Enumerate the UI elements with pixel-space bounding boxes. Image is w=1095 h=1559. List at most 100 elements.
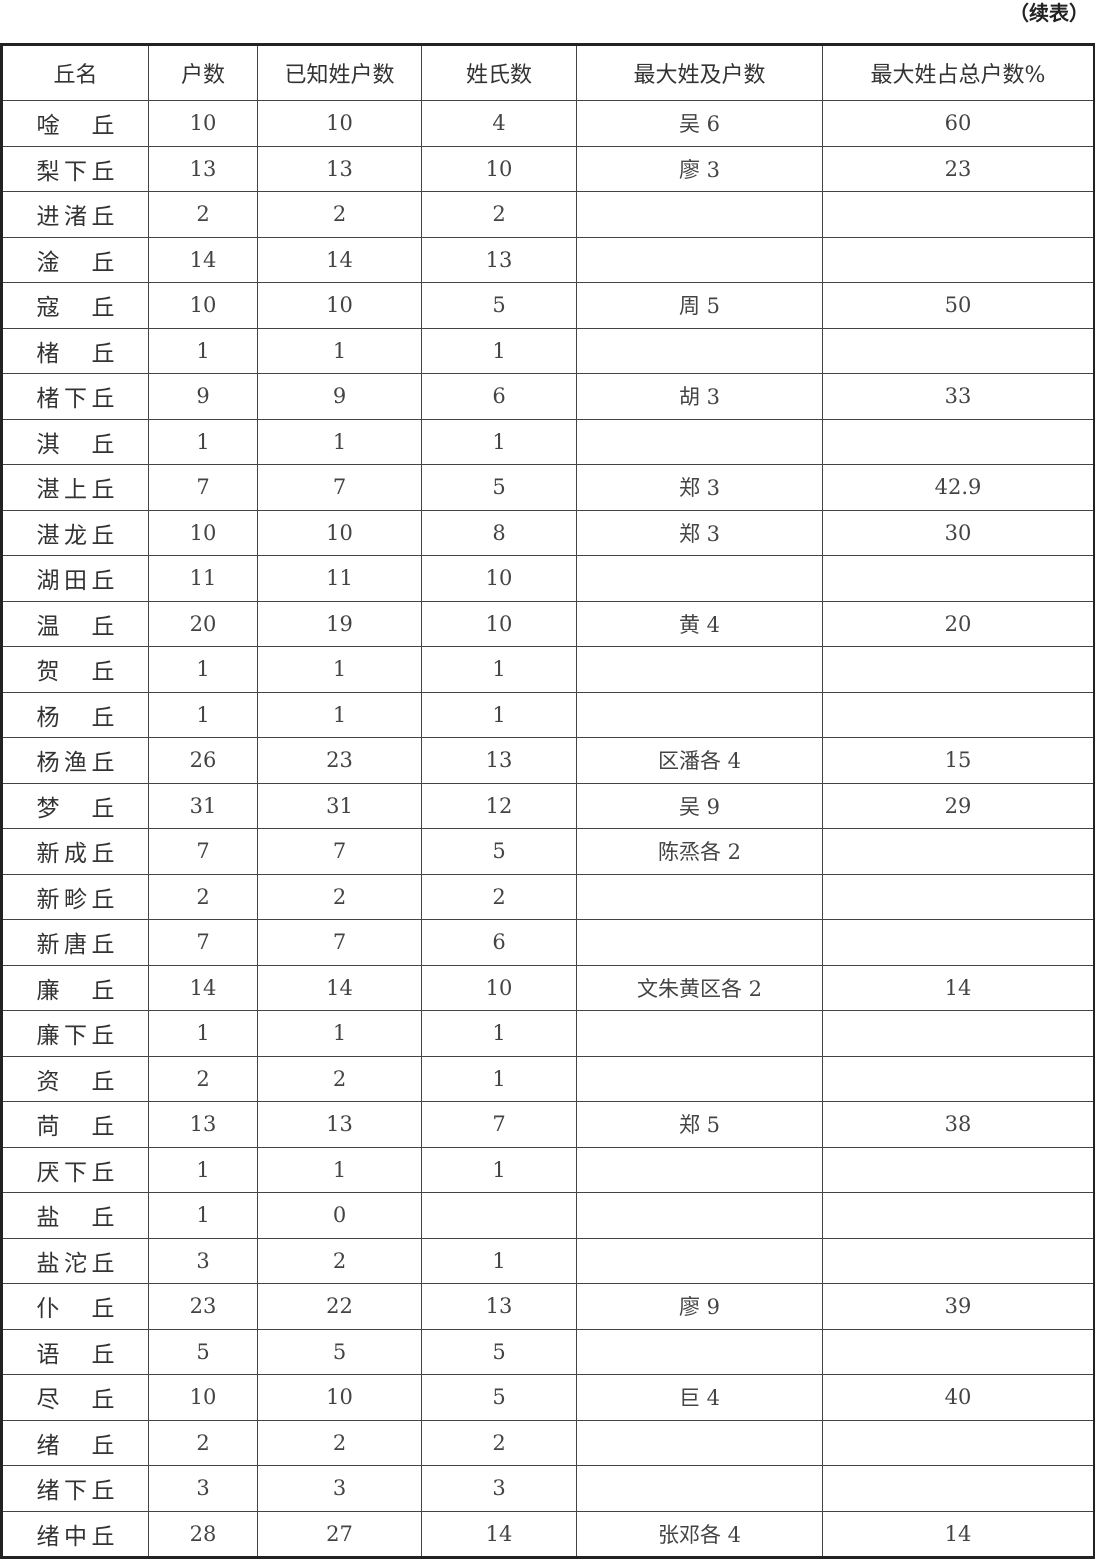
table-row: 唫丘 10 10 4 吴 6 60: [1, 100, 1095, 147]
cell-known-surname-households: 13: [257, 145, 422, 192]
cell-qiu-name: 仆丘: [1, 1283, 149, 1330]
cell-qiu-name: 淇丘: [1, 418, 149, 465]
cell-known-surname-households: 3: [257, 1465, 422, 1512]
cell-qiu-name: 杨渔丘: [1, 737, 149, 784]
cell-largest-surname: 廖 3: [576, 145, 823, 192]
qiu-name-text: 苘丘: [36, 1114, 115, 1141]
cell-households: 1: [148, 1192, 258, 1239]
cell-households: 7: [148, 828, 258, 875]
qiu-name-text: 绪下丘: [36, 1478, 115, 1505]
header-households: 户数: [148, 44, 258, 101]
cell-largest-surname: 吴 6: [576, 100, 823, 147]
table-row: 湖田丘 11 11 10: [1, 555, 1095, 602]
cell-largest-surname-percent: [822, 1010, 1095, 1057]
cell-known-surname-households: 0: [257, 1192, 422, 1239]
cell-surname-count: 10: [421, 555, 577, 602]
qiu-name-text: 梨下丘: [36, 158, 115, 185]
cell-qiu-name: 绪丘: [1, 1419, 149, 1466]
cell-surname-count: 3: [421, 1465, 577, 1512]
cell-known-surname-households: 1: [257, 418, 422, 465]
cell-households: 13: [148, 145, 258, 192]
cell-known-surname-households: 11: [257, 555, 422, 602]
cell-surname-count: 6: [421, 373, 577, 420]
cell-largest-surname-percent: 42.9: [822, 464, 1095, 511]
cell-surname-count: 10: [421, 964, 577, 1011]
cell-households: 1: [148, 646, 258, 693]
cell-largest-surname-percent: 38: [822, 1101, 1095, 1148]
cell-largest-surname-percent: 23: [822, 145, 1095, 192]
cell-largest-surname-percent: 40: [822, 1374, 1095, 1421]
qiu-name-text: 绪丘: [36, 1432, 115, 1459]
qiu-name-text: 湛上丘: [36, 477, 115, 504]
qiu-name-text: 梦丘: [36, 795, 115, 822]
table-row: 淦丘 14 14 13: [1, 236, 1095, 283]
cell-largest-surname: 郑 3: [576, 509, 823, 556]
cell-surname-count: 5: [421, 1374, 577, 1421]
table-row: 绪丘 2 2 2: [1, 1419, 1095, 1466]
cell-known-surname-households: 1: [257, 1146, 422, 1193]
qiu-name-text: 湛龙丘: [36, 522, 115, 549]
cell-households: 3: [148, 1465, 258, 1512]
table-row: 绪中丘 28 27 14 张邓各 4 14: [1, 1510, 1095, 1558]
continued-label: （续表）: [1009, 1, 1089, 25]
cell-largest-surname-percent: 50: [822, 282, 1095, 329]
cell-known-surname-households: 7: [257, 828, 422, 875]
cell-households: 20: [148, 600, 258, 647]
cell-known-surname-households: 23: [257, 737, 422, 784]
cell-households: 23: [148, 1283, 258, 1330]
cell-largest-surname-percent: 60: [822, 100, 1095, 147]
cell-surname-count: 1: [421, 1237, 577, 1284]
cell-largest-surname-percent: [822, 1328, 1095, 1375]
cell-households: 1: [148, 691, 258, 738]
cell-households: 3: [148, 1237, 258, 1284]
cell-surname-count: 2: [421, 191, 577, 238]
cell-qiu-name: 楮下丘: [1, 373, 149, 420]
cell-households: 10: [148, 509, 258, 556]
header-largest-surname: 最大姓及户数: [576, 44, 823, 101]
qiu-name-text: 盐丘: [36, 1205, 115, 1232]
table-row: 盐丘 1 0: [1, 1192, 1095, 1239]
cell-qiu-name: 盐沱丘: [1, 1237, 149, 1284]
cell-households: 13: [148, 1101, 258, 1148]
cell-largest-surname: [576, 1010, 823, 1057]
cell-largest-surname-percent: [822, 1055, 1095, 1102]
qiu-name-text: 资丘: [36, 1068, 115, 1095]
cell-largest-surname: 张邓各 4: [576, 1510, 823, 1558]
cell-qiu-name: 楮丘: [1, 327, 149, 374]
cell-known-surname-households: 2: [257, 873, 422, 920]
cell-known-surname-households: 27: [257, 1510, 422, 1558]
cell-largest-surname-percent: 39: [822, 1283, 1095, 1330]
qiu-name-text: 湖田丘: [36, 568, 115, 595]
cell-known-surname-households: 2: [257, 1237, 422, 1284]
cell-qiu-name: 淦丘: [1, 236, 149, 283]
table-row: 梦丘 31 31 12 吴 9 29: [1, 782, 1095, 829]
cell-known-surname-households: 7: [257, 919, 422, 966]
table-row: 湛上丘 7 7 5 郑 3 42.9: [1, 464, 1095, 511]
table-row: 贺丘 1 1 1: [1, 646, 1095, 693]
cell-qiu-name: 湖田丘: [1, 555, 149, 602]
cell-surname-count: 10: [421, 145, 577, 192]
table-row: 廉丘 14 14 10 文朱黄区各 2 14: [1, 964, 1095, 1011]
cell-largest-surname-percent: [822, 691, 1095, 738]
cell-qiu-name: 绪中丘: [1, 1510, 149, 1558]
cell-known-surname-households: 10: [257, 282, 422, 329]
cell-surname-count: 2: [421, 1419, 577, 1466]
cell-largest-surname-percent: [822, 418, 1095, 465]
cell-largest-surname: [576, 1237, 823, 1284]
cell-largest-surname: 陈烝各 2: [576, 828, 823, 875]
qiu-name-text: 廉丘: [36, 977, 115, 1004]
qiu-name-text: 廉下丘: [36, 1023, 115, 1050]
cell-surname-count: 1: [421, 327, 577, 374]
cell-known-surname-households: 13: [257, 1101, 422, 1148]
cell-largest-surname: [576, 1419, 823, 1466]
cell-largest-surname: [576, 1146, 823, 1193]
cell-largest-surname: [576, 1328, 823, 1375]
qiu-name-text: 厌下丘: [36, 1159, 115, 1186]
qiu-name-text: 进渚丘: [36, 204, 115, 231]
cell-largest-surname-percent: 14: [822, 1510, 1095, 1558]
cell-surname-count: 1: [421, 418, 577, 465]
qiu-name-text: 杨丘: [36, 704, 115, 731]
cell-known-surname-households: 2: [257, 1419, 422, 1466]
cell-known-surname-households: 10: [257, 509, 422, 556]
qiu-name-text: 杨渔丘: [36, 750, 115, 777]
